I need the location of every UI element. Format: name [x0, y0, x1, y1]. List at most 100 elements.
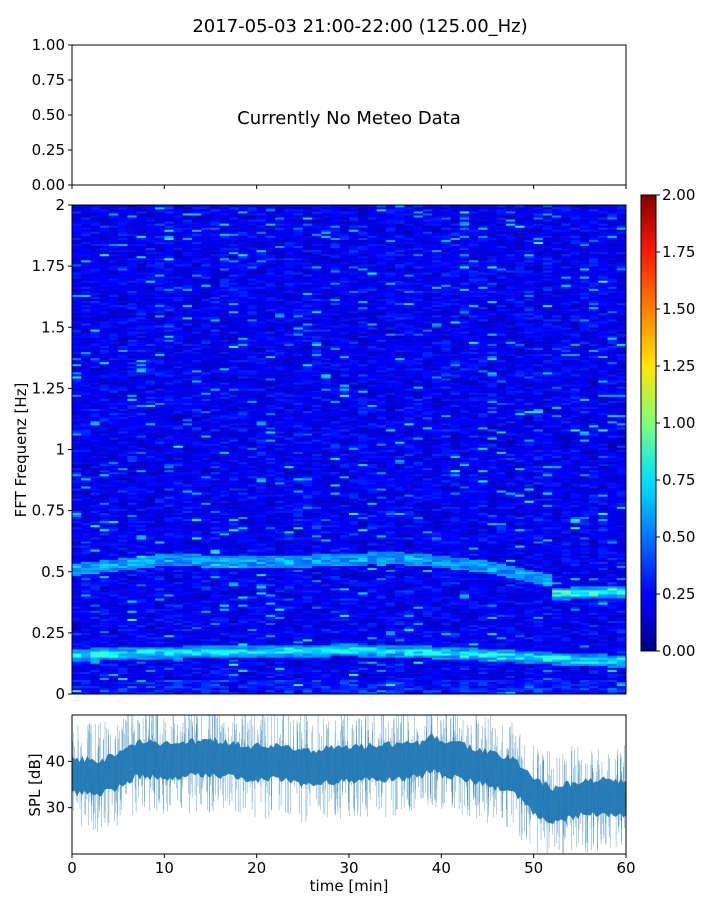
- heatmap-cell: [182, 628, 193, 632]
- heatmap-cell: [192, 376, 202, 379]
- heatmap-cell: [136, 215, 147, 218]
- heatmap-cell: [127, 262, 137, 265]
- heatmap-cell: [173, 473, 184, 477]
- heatmap-cell: [155, 427, 165, 430]
- heatmap-cell: [81, 427, 91, 430]
- heatmap-cell: [90, 298, 100, 302]
- heatmap-cell: [99, 308, 110, 312]
- heatmap-cell: [118, 207, 128, 210]
- heatmap-cell: [81, 294, 91, 297]
- heatmap-cell: [219, 665, 230, 668]
- heatmap-cell: [81, 382, 91, 385]
- heatmap-cell: [247, 492, 257, 495]
- heatmap-cell: [238, 667, 248, 670]
- heatmap-cell: [99, 392, 110, 395]
- heatmap-cell: [90, 626, 100, 630]
- heatmap-cell: [192, 480, 202, 483]
- heatmap-cell: [182, 618, 193, 621]
- heatmap-cell: [81, 539, 91, 542]
- heatmap-cell: [219, 315, 230, 318]
- heatmap-cell: [108, 282, 119, 285]
- heatmap-cell: [182, 359, 193, 363]
- heatmap-cell: [81, 378, 91, 381]
- heatmap-cell: [108, 575, 119, 579]
- heatmap-cell: [136, 239, 147, 242]
- heatmap-cell: [127, 486, 137, 489]
- heatmap-cell: [219, 455, 230, 458]
- heatmap-cell: [210, 378, 221, 381]
- heatmap-cell: [145, 492, 156, 495]
- heatmap-cell: [192, 482, 202, 485]
- heatmap-cell: [81, 459, 91, 463]
- heatmap-cell: [118, 632, 128, 636]
- heatmap-cell: [173, 586, 184, 589]
- heatmap-cell: [192, 378, 202, 381]
- heatmap-cell: [201, 520, 211, 524]
- heatmap-cell: [210, 561, 221, 564]
- heatmap-cell: [81, 439, 91, 442]
- heatmap-cell: [182, 215, 193, 218]
- heatmap-cell: [182, 339, 193, 342]
- heatmap-cell: [173, 496, 184, 499]
- heatmap-cell: [173, 461, 184, 465]
- heatmap-cell: [192, 669, 202, 672]
- heatmap-cell: [72, 388, 82, 391]
- heatmap-cell: [90, 679, 100, 683]
- heatmap-cell: [90, 343, 100, 346]
- heatmap-cell: [182, 349, 193, 352]
- heatmap-cell: [192, 445, 202, 448]
- heatmap-cell: [127, 335, 137, 338]
- heatmap-cell: [219, 622, 230, 626]
- heatmap-cell: [72, 641, 82, 644]
- heatmap-cell: [145, 380, 156, 383]
- heatmap-cell: [238, 500, 248, 503]
- heatmap-cell: [155, 596, 165, 599]
- heatmap-cell: [108, 418, 119, 422]
- heatmap-cell: [210, 683, 221, 687]
- heatmap-cell: [210, 461, 221, 465]
- heatmap-cell: [90, 624, 100, 628]
- heatmap-cell: [72, 418, 82, 422]
- heatmap-cell: [108, 498, 119, 501]
- heatmap-cell: [173, 665, 184, 668]
- heatmap-cell: [136, 325, 147, 328]
- heatmap-cell: [81, 449, 91, 452]
- heatmap-cell: [145, 581, 156, 585]
- heatmap-cell: [90, 284, 100, 287]
- heatmap-cell: [118, 245, 128, 249]
- heatmap-cell: [228, 494, 239, 497]
- heatmap-cell: [210, 516, 221, 520]
- heatmap-cell: [99, 602, 110, 605]
- heatmap-cell: [145, 575, 156, 579]
- heatmap-cell: [145, 526, 156, 530]
- heatmap-cell: [127, 579, 137, 583]
- heatmap-cell: [173, 251, 184, 255]
- heatmap-cell: [210, 243, 221, 247]
- heatmap-cell: [219, 620, 230, 623]
- heatmap-cell: [118, 547, 128, 550]
- heatmap-cell: [99, 488, 110, 491]
- heatmap-cell: [118, 339, 128, 342]
- heatmap-cell: [108, 638, 119, 642]
- heatmap-cell: [155, 630, 165, 634]
- heatmap-cell: [247, 300, 257, 304]
- heatmap-cell: [145, 667, 156, 670]
- heatmap-cell: [256, 506, 267, 509]
- heatmap-cell: [99, 264, 110, 267]
- heatmap-cell: [155, 459, 165, 463]
- heatmap-cell: [72, 579, 82, 583]
- heatmap-cell: [99, 372, 110, 375]
- heatmap-cell: [155, 522, 165, 526]
- heatmap-cell: [72, 539, 82, 542]
- heatmap-cell: [99, 306, 110, 310]
- heatmap-cell: [210, 235, 221, 238]
- heatmap-cell: [256, 655, 267, 658]
- meteo-panel: Currently No Meteo Data 0.000.250.500.75…: [32, 36, 627, 194]
- heatmap-cell: [81, 262, 91, 265]
- heatmap-cell: [182, 675, 193, 678]
- heatmap-cell: [219, 365, 230, 369]
- heatmap-cell: [145, 296, 156, 300]
- heatmap-cell: [192, 386, 202, 389]
- heatmap-cell: [136, 610, 147, 613]
- heatmap-cell: [136, 498, 147, 501]
